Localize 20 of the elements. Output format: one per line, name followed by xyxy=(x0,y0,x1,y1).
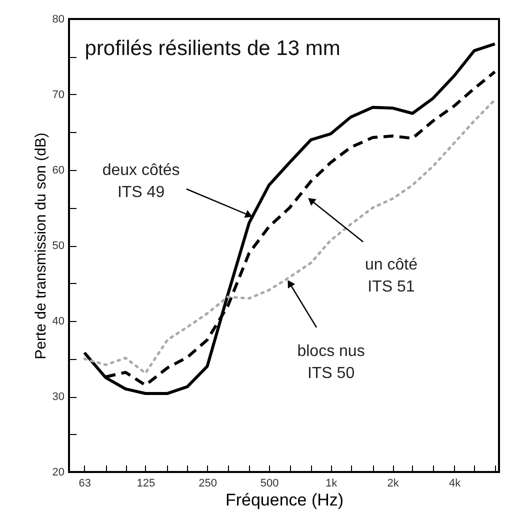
y-tick-label: 60 xyxy=(52,164,64,176)
x-tick-label: 2k xyxy=(387,478,400,490)
annotation: deux côtés ITS 49 xyxy=(102,162,180,201)
x-tick-label: 63 xyxy=(78,478,92,490)
y-tick-label: 80 xyxy=(52,14,64,26)
annotation: blocs nus ITS 50 xyxy=(297,343,365,382)
annotation: un côté ITS 51 xyxy=(364,256,418,296)
y-axis-title: Perte de transmission du son (dB) xyxy=(32,132,50,360)
y-tick-label: 20 xyxy=(52,466,64,478)
x-axis-title: Fréquence (Hz) xyxy=(225,490,344,510)
text: profilés résilients de 13 mm xyxy=(84,37,340,60)
x-tick-label: 125 xyxy=(136,478,156,490)
x-tick-label: 500 xyxy=(260,478,279,490)
x-tick-label: 250 xyxy=(198,478,217,490)
x-tick-label: 4k xyxy=(449,478,462,490)
y-tick-label: 70 xyxy=(52,89,64,101)
x-tick-label: 1k xyxy=(325,478,338,490)
y-tick-label: 30 xyxy=(52,391,64,403)
y-tick-label: 40 xyxy=(52,316,64,328)
y-tick-label: 50 xyxy=(52,240,64,252)
